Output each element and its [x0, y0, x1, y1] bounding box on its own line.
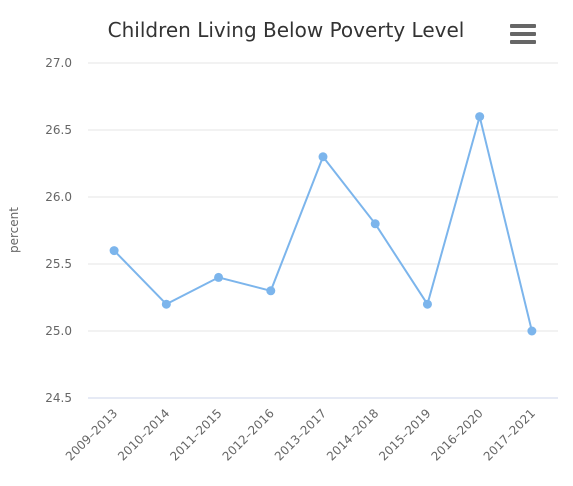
y-tick-label: 24.5: [45, 391, 72, 405]
x-tick-label: 2013–2017: [272, 406, 329, 463]
data-point[interactable]: [318, 152, 328, 162]
x-axis-ticks: 2009–20132010–20142011–20152012–20162013…: [63, 406, 538, 463]
y-tick-label: 26.5: [45, 123, 72, 137]
x-tick-label: 2011–2015: [167, 406, 224, 463]
x-tick-label: 2010–2014: [115, 406, 172, 463]
series-layer: [109, 112, 537, 336]
y-axis-ticks: 24.5 25.0 25.5 26.0 26.5 27.0: [45, 56, 72, 405]
data-point[interactable]: [266, 286, 276, 296]
data-point[interactable]: [370, 219, 380, 229]
x-tick-label: 2017–2021: [481, 406, 538, 463]
x-tick-label: 2009–2013: [63, 406, 120, 463]
series-line: [113, 112, 533, 332]
y-tick-label: 27.0: [45, 56, 72, 70]
menu-icon-bar-middle: [510, 32, 536, 36]
data-point[interactable]: [109, 246, 119, 256]
x-tick-label: 2014–2018: [324, 406, 381, 463]
data-point[interactable]: [214, 272, 224, 282]
data-point[interactable]: [527, 326, 537, 336]
y-tick-label: 26.0: [45, 190, 72, 204]
menu-button[interactable]: [504, 18, 542, 52]
data-point[interactable]: [475, 112, 485, 122]
x-tick-label: 2015–2019: [376, 406, 433, 463]
x-tick-label: 2016–2020: [428, 406, 485, 463]
y-tick-label: 25.0: [45, 324, 72, 338]
data-point[interactable]: [422, 299, 432, 309]
x-tick-label: 2012–2016: [220, 406, 277, 463]
chart-title: Children Living Below Poverty Level: [108, 18, 465, 42]
grid-lines: [88, 62, 558, 332]
hamburger-menu-icon[interactable]: [510, 24, 536, 44]
y-axis-label: percent: [7, 207, 21, 253]
data-point[interactable]: [161, 299, 171, 309]
menu-icon-bar-top: [510, 24, 536, 28]
menu-icon-bar-bottom: [510, 40, 536, 44]
y-tick-label: 25.5: [45, 257, 72, 271]
